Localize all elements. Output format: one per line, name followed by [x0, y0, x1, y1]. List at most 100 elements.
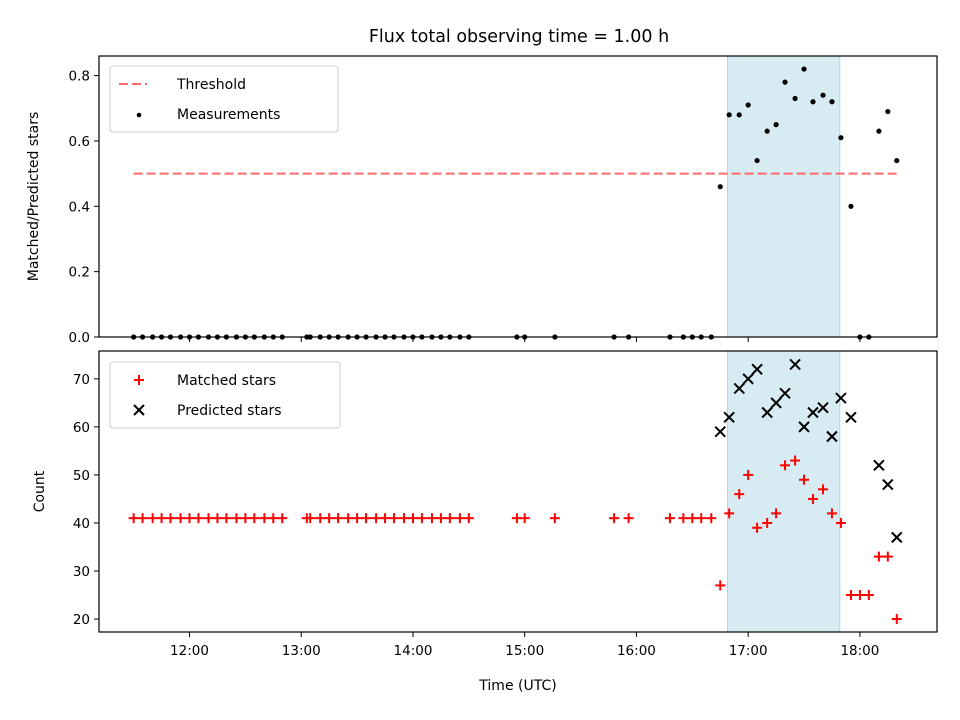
matched-star-point [212, 513, 223, 524]
matched-star-point [361, 513, 372, 524]
matched-star-point [184, 513, 195, 524]
matched-star-point [734, 489, 745, 500]
count-plot-marks [128, 358, 903, 625]
matched-star-point [891, 614, 902, 625]
y-tick-label: 30 [73, 564, 90, 580]
measurement-point [792, 95, 798, 102]
matched-star-point [315, 513, 326, 524]
matched-star-point [343, 513, 354, 524]
predicted-star-point [770, 397, 782, 409]
y-tick-label: 20 [73, 612, 90, 628]
predicted-star-point [826, 430, 838, 443]
predicted-star-point [873, 459, 885, 472]
legend-plus-marker [134, 375, 144, 385]
predicted-star-point [779, 387, 791, 399]
measurement-point [801, 66, 807, 72]
predicted-star-point [733, 382, 745, 395]
count-legend: Matched stars Predicted stars [109, 361, 341, 429]
predicted-star-point [798, 421, 810, 433]
ratio-panel: 0.00.20.40.60.8 Matched/Predicted stars … [26, 55, 938, 346]
measurement-point [736, 112, 742, 118]
y-tick-label: 70 [73, 372, 90, 388]
measurement-point [717, 184, 723, 190]
measurement-point [876, 128, 882, 134]
matched-star-point [380, 513, 391, 524]
legend-predicted-swatch [133, 404, 145, 416]
count-y-axis-label: Count [32, 470, 48, 512]
matched-star-point [790, 455, 801, 466]
measurement-point [829, 99, 835, 105]
legend-x-marker [133, 404, 145, 416]
measurement-point [820, 92, 826, 98]
measurement-point [726, 112, 732, 118]
time-x-ticks: 12:00 13:00 14:00 15:00 16:00 17:00 18:00 [170, 632, 879, 659]
matched-star-point [780, 460, 791, 471]
matched-star-point [818, 484, 829, 495]
ratio-y-ticks: 0.0 0.2 0.4 0.6 0.8 [69, 69, 99, 346]
matched-star-point [873, 551, 884, 562]
predicted-star-point [891, 531, 903, 544]
count-legend-box [109, 361, 341, 429]
measurement-point [885, 108, 891, 115]
predicted-star-point [723, 411, 735, 423]
legend-predicted-label: Predicted stars [177, 403, 282, 419]
matched-star-point [807, 493, 818, 504]
x-tick-label: 17:00 [729, 643, 768, 659]
matched-star-point [845, 590, 856, 601]
matched-star-point [623, 513, 634, 524]
matched-star-point [305, 513, 316, 524]
matched-star-point [137, 513, 148, 524]
measurement-point [782, 79, 788, 85]
predicted-star-point [789, 358, 801, 371]
ratio-legend-box [109, 65, 339, 133]
matched-star-point [762, 517, 773, 528]
matched-star-point [519, 513, 530, 524]
matched-star-point [156, 513, 167, 524]
matched-star-point [696, 513, 707, 524]
ratio-y-axis-label: Matched/Predicted stars [26, 112, 42, 282]
chart-title: Flux total observing time = 1.00 h [369, 27, 669, 47]
matched-star-point [549, 513, 560, 524]
matched-star-point [835, 517, 846, 528]
legend-measurement-swatch [136, 112, 142, 118]
matched-star-point [240, 513, 251, 524]
matched-star-point [175, 513, 186, 524]
matched-star-point [259, 513, 270, 524]
legend-threshold-label: Threshold [176, 77, 246, 93]
matched-star-point [752, 522, 763, 533]
matched-star-point [277, 513, 288, 524]
matched-star-point [715, 580, 726, 591]
measurement-point [894, 157, 900, 164]
ratio-plot-frame [98, 55, 938, 338]
matched-star-point [352, 513, 363, 524]
matched-star-point [128, 513, 139, 524]
measurement-point [838, 135, 844, 141]
matched-star-point [324, 513, 335, 524]
predicted-star-point [845, 411, 857, 423]
ratio-legend: Threshold Measurements [109, 65, 339, 133]
measurement-point [848, 203, 854, 209]
y-tick-label: 0.8 [69, 69, 90, 85]
ratio-x-ticks [189, 337, 861, 342]
count-y-ticks: 20 30 40 50 60 70 [73, 372, 99, 628]
matched-star-point [724, 508, 735, 519]
predicted-star-point [807, 406, 819, 419]
matched-star-point [371, 513, 382, 524]
x-tick-label: 14:00 [394, 643, 433, 659]
y-tick-label: 0.4 [69, 199, 90, 215]
predicted-star-point [835, 392, 847, 404]
x-tick-label: 16:00 [617, 643, 656, 659]
predicted-star-point [761, 406, 773, 419]
measurement-point [810, 99, 816, 105]
predicted-star-point [742, 373, 754, 385]
matched-star-point [231, 513, 242, 524]
matched-star-point [165, 513, 176, 524]
y-tick-label: 0.0 [69, 330, 90, 346]
x-tick-label: 18:00 [840, 643, 879, 659]
predicted-star-point [882, 478, 894, 491]
matched-star-point [435, 513, 446, 524]
legend-matched-swatch [134, 375, 144, 385]
matched-star-point [454, 513, 465, 524]
matched-star-point [333, 513, 344, 524]
